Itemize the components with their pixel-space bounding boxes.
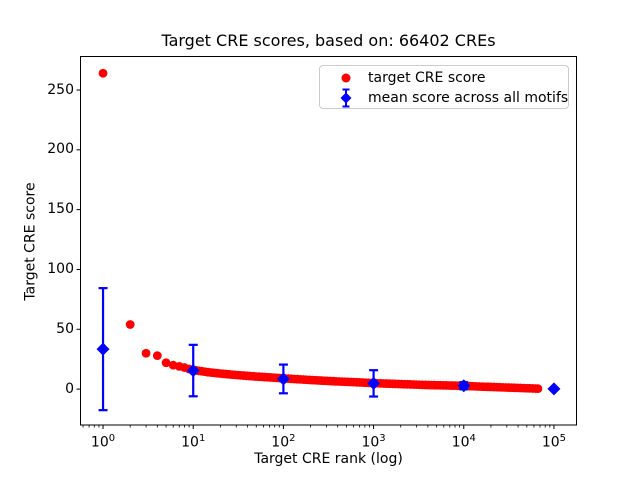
- y-tick-label: 200: [47, 141, 74, 158]
- legend-label-target-cre-score: target CRE score: [368, 70, 486, 86]
- x-tick-label: 105: [541, 433, 567, 451]
- mean-score-diamond: [186, 364, 200, 378]
- legend-item-target-cre-score: target CRE score: [320, 68, 568, 88]
- y-tick-label: 0: [65, 380, 74, 397]
- legend: target CRE score mean score across all m…: [319, 65, 569, 109]
- x-tick-label: 103: [361, 433, 386, 451]
- target-score-point: [161, 358, 171, 368]
- chart-title: Target CRE scores, based on: 66402 CREs: [161, 31, 496, 50]
- y-tick-label: 100: [47, 260, 74, 277]
- legend-item-mean-score: mean score across all motifs: [320, 88, 568, 108]
- y-tick-label: 150: [47, 201, 74, 218]
- mean-score-diamond: [96, 342, 110, 356]
- legend-label-mean-score: mean score across all motifs: [368, 90, 569, 106]
- x-tick-label: 101: [181, 433, 206, 451]
- mean-score-diamond: [547, 382, 561, 396]
- y-tick-label: 50: [56, 320, 74, 337]
- target-score-point: [98, 68, 108, 78]
- mean-score-diamond: [367, 376, 381, 390]
- target-score-point: [152, 351, 162, 361]
- y-tick-label: 250: [47, 81, 74, 98]
- x-tick-label: 100: [90, 433, 116, 451]
- x-tick-label: 102: [271, 433, 296, 451]
- mean-score-diamond: [276, 372, 290, 386]
- x-tick-label: 104: [451, 433, 476, 451]
- mean-score-diamond: [457, 379, 471, 393]
- target-score-point: [125, 320, 135, 329]
- axes-frame: [80, 56, 577, 426]
- target-score-point: [533, 384, 543, 394]
- x-axis-label: Target CRE rank (log): [254, 451, 403, 467]
- red-circle-marker-icon: [341, 73, 351, 83]
- blue-diamond-errorbar-marker-icon: [340, 88, 352, 108]
- target-score-point: [141, 348, 151, 358]
